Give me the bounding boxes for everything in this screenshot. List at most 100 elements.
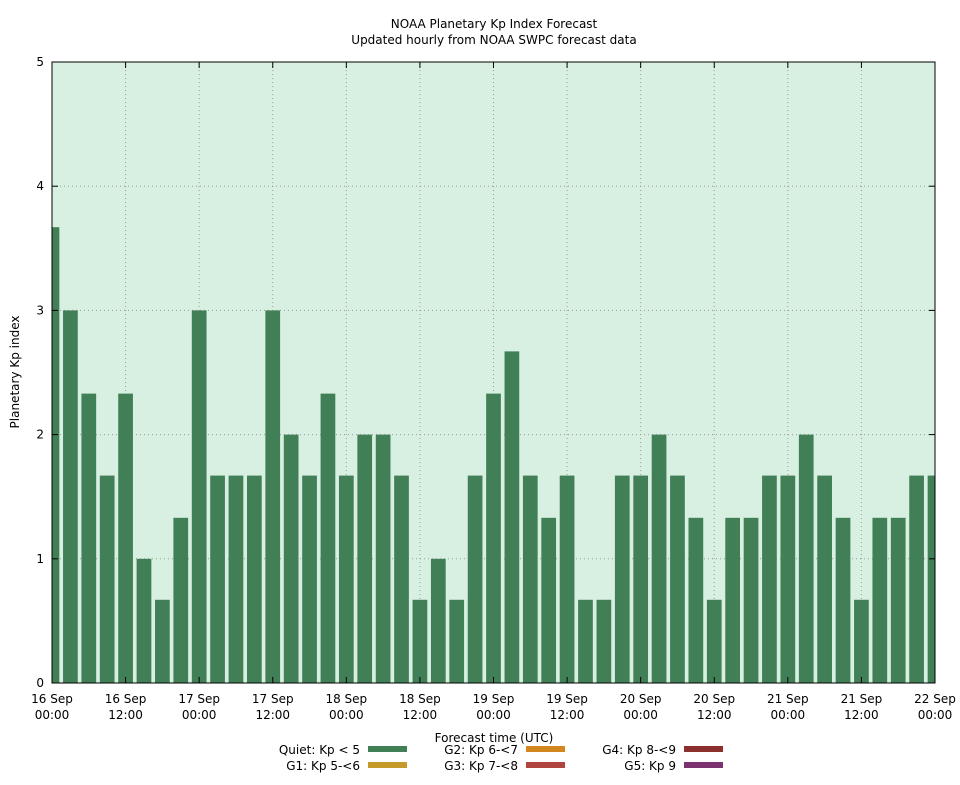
kp-bar: [578, 599, 593, 683]
legend-label: G2: Kp 6-<7: [444, 743, 518, 757]
legend-label: G5: Kp 9: [624, 759, 676, 773]
kp-bar: [817, 475, 832, 683]
x-tick-label: 21 Sep: [767, 692, 809, 706]
kp-bar: [338, 475, 354, 683]
kp-bar: [522, 475, 538, 683]
kp-bar: [136, 558, 152, 683]
x-tick-label: 22 Sep: [914, 692, 956, 706]
kp-bar: [302, 475, 317, 683]
legend-label: G3: Kp 7-<8: [444, 759, 518, 773]
kp-bar: [283, 434, 299, 683]
y-tick-label: 4: [36, 179, 44, 193]
kp-bar: [486, 393, 501, 683]
legend-swatch: [684, 762, 723, 768]
kp-bar: [155, 599, 170, 683]
x-tick-label: 12:00: [403, 708, 438, 722]
kp-bar: [743, 517, 759, 683]
x-tick-label: 12:00: [844, 708, 879, 722]
kp-bar: [872, 517, 888, 683]
kp-bar: [780, 475, 796, 683]
kp-bar: [173, 517, 189, 683]
x-tick-label: 00:00: [623, 708, 658, 722]
chart-title: NOAA Planetary Kp Index Forecast: [391, 17, 598, 31]
kp-bar: [504, 351, 520, 683]
x-tick-label: 00:00: [329, 708, 364, 722]
bars-group: [52, 227, 935, 683]
y-axis-ticks: 0 1 2 3 4 5: [36, 55, 935, 690]
kp-bar: [854, 599, 869, 683]
kp-bar: [430, 558, 446, 683]
kp-bar: [320, 393, 336, 683]
x-tick-label: 16 Sep: [105, 692, 147, 706]
legend-swatch: [684, 746, 723, 752]
kp-bar: [927, 475, 935, 683]
kp-bar: [63, 310, 78, 683]
kp-bar: [670, 475, 685, 683]
kp-bar: [375, 434, 391, 683]
kp-bar: [909, 475, 924, 683]
kp-bar: [228, 475, 244, 683]
x-tick-label: 18 Sep: [325, 692, 367, 706]
kp-bar: [559, 475, 575, 683]
x-axis-ticks: 16 Sep 00:00 16 Sep 12:00 17 Sep 00:00 17 Sep 1…: [31, 62, 956, 722]
y-tick-label: 1: [36, 552, 44, 566]
kp-bar: [651, 434, 667, 683]
kp-bar: [467, 475, 483, 683]
kp-bar: [246, 475, 262, 683]
kp-bar: [52, 227, 60, 683]
kp-bar: [99, 475, 115, 683]
legend-swatch: [368, 762, 407, 768]
kp-bar: [798, 434, 814, 683]
x-tick-label: 17 Sep: [252, 692, 294, 706]
kp-bar: [541, 517, 557, 683]
x-axis-label: Forecast time (UTC): [435, 731, 554, 745]
legend-label: G1: Kp 5-<6: [286, 759, 360, 773]
legend-swatch: [368, 746, 407, 752]
kp-bar: [835, 517, 851, 683]
x-tick-label: 12:00: [255, 708, 290, 722]
y-tick-label: 0: [36, 676, 44, 690]
chart-subtitle: Updated hourly from NOAA SWPC forecast d…: [351, 33, 636, 47]
x-tick-label: 00:00: [35, 708, 70, 722]
x-tick-label: 19 Sep: [546, 692, 588, 706]
x-tick-label: 00:00: [476, 708, 511, 722]
kp-bar: [725, 517, 741, 683]
legend-label: G4: Kp 8-<9: [602, 743, 676, 757]
legend: Quiet: Kp < 5 G1: Kp 5-<6 G2: Kp 6-<7 G3: K…: [279, 743, 723, 773]
x-tick-label: 12:00: [108, 708, 143, 722]
x-tick-label: 12:00: [697, 708, 732, 722]
legend-label: Quiet: Kp < 5: [279, 743, 360, 757]
x-tick-label: 20 Sep: [693, 692, 735, 706]
legend-swatch: [526, 762, 565, 768]
kp-bar: [633, 475, 649, 683]
legend-swatch: [526, 746, 565, 752]
kp-bar: [688, 517, 704, 683]
kp-bar: [81, 393, 97, 683]
kp-bar: [449, 599, 465, 683]
kp-bar: [890, 517, 906, 683]
kp-bar: [265, 310, 281, 683]
kp-bar: [191, 310, 207, 683]
x-tick-label: 12:00: [550, 708, 585, 722]
kp-bar: [762, 475, 777, 683]
x-tick-label: 17 Sep: [178, 692, 220, 706]
kp-bar: [118, 393, 133, 683]
x-tick-label: 19 Sep: [473, 692, 515, 706]
y-tick-label: 2: [36, 428, 44, 442]
x-tick-label: 16 Sep: [31, 692, 73, 706]
kp-bar: [210, 475, 225, 683]
x-tick-label: 21 Sep: [841, 692, 883, 706]
y-tick-label: 5: [36, 55, 44, 69]
y-tick-label: 3: [36, 303, 44, 317]
x-tick-label: 00:00: [771, 708, 806, 722]
kp-bar: [357, 434, 373, 683]
kp-bar: [706, 599, 722, 683]
kp-bar: [394, 475, 409, 683]
y-axis-label: Planetary Kp index: [8, 316, 22, 429]
x-tick-label: 00:00: [918, 708, 953, 722]
x-tick-label: 00:00: [182, 708, 217, 722]
kp-bar: [412, 599, 428, 683]
x-tick-label: 18 Sep: [399, 692, 441, 706]
kp-bar: [596, 599, 612, 683]
